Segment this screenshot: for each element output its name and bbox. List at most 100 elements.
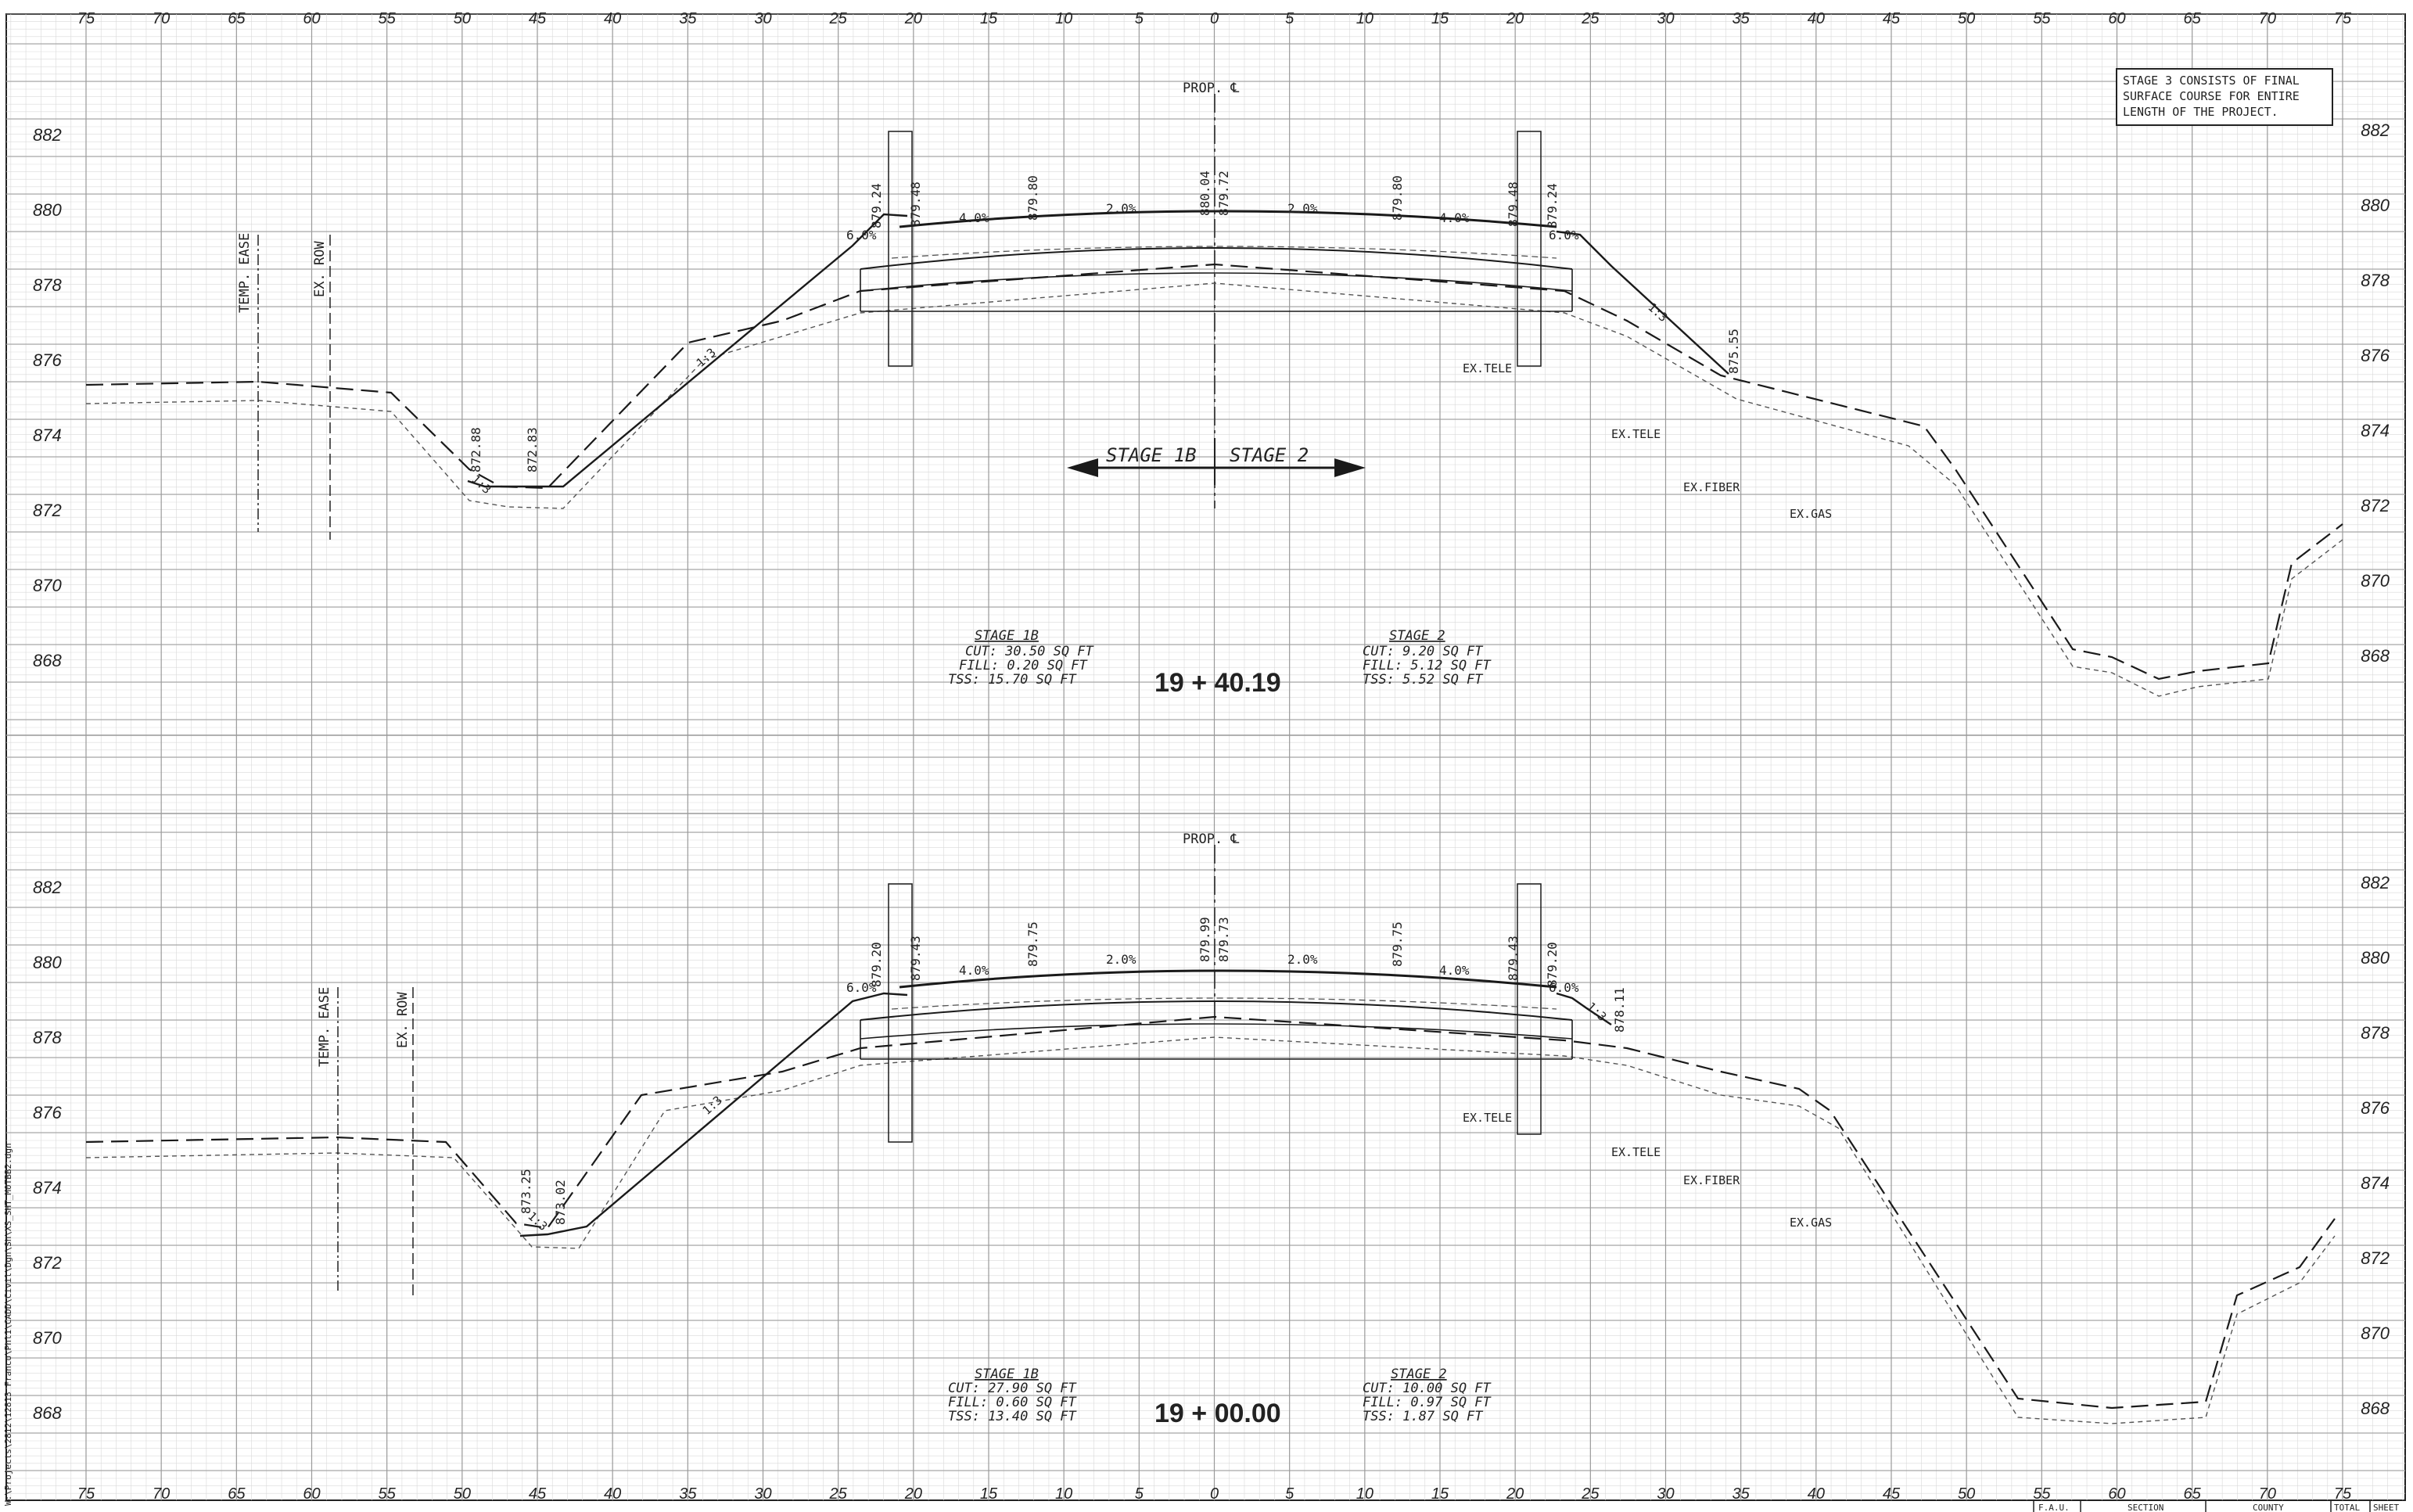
elevation-axis-right-upper: 882 880 878 876 874 872 870 868: [2361, 120, 2390, 666]
stage-2-cut: CUT: 9.20 SQ FT: [1363, 644, 1484, 659]
top-axis-label-23: 40: [1808, 10, 1825, 27]
elevation-axis-left-upper: 882 880 878 876 874 872 870 868: [33, 125, 62, 670]
pavement-base: [860, 1000, 1573, 1021]
top-axis-label-0: 75: [77, 10, 95, 27]
elev-right-lower-6: 870: [2361, 1323, 2390, 1343]
existing-ground-line: [85, 263, 2343, 681]
bottom-axis-label-27: 60: [2108, 1485, 2125, 1503]
bottom-axis-label-10: 25: [829, 1485, 848, 1503]
station-label: 19 + 00.00: [1154, 1399, 1281, 1428]
stage-1b-fill: FILL: 0.20 SQ FT: [959, 658, 1089, 673]
temp-ease-label: TEMP. EASE: [237, 233, 253, 313]
elev-left-lower-4: 874: [33, 1178, 62, 1198]
top-axis-label-24: 45: [1883, 10, 1901, 27]
stage-2-title: STAGE 2: [1389, 628, 1445, 644]
tb-section: SECTION: [2128, 1503, 2163, 1512]
elev-right-upper-5: 872: [2361, 496, 2390, 515]
top-offset-axis: 75 70 65 60 55 50 45 40 35 30 25 20 15 10 5 0 5 10 15 20 25 3…: [77, 10, 2352, 27]
top-axis-label-20: 25: [1581, 10, 1600, 27]
file-path: W:\Projects\2812\12813 Franco\Phl1\CADD\…: [3, 1143, 13, 1506]
elev-right-lower-7: 868: [2361, 1399, 2390, 1418]
stage-2-quantities: STAGE 2 CUT: 10.00 SQ FT FILL: 0.97 SQ F…: [1363, 1367, 1492, 1424]
ditch-elev-3: 875.55: [1726, 329, 1741, 374]
station-label: 19 + 40.19: [1154, 668, 1281, 698]
stage-1b-title: STAGE 1B: [975, 628, 1039, 644]
bottom-axis-label-20: 25: [1581, 1485, 1600, 1503]
stage-2-tss: TSS: 5.52 SQ FT: [1363, 672, 1484, 688]
bottom-axis-label-26: 55: [2033, 1485, 2051, 1503]
top-axis-label-8: 35: [679, 10, 697, 27]
proposed-slope-left: [519, 992, 908, 1237]
ditch-elev-3: 878.11: [1612, 987, 1627, 1033]
elev-879-80-left: 879.80: [1025, 175, 1040, 221]
elev-left-lower-5: 872: [33, 1253, 62, 1273]
elev-right-upper-1: 880: [2361, 196, 2390, 215]
elev-left-lower-3: 876: [33, 1103, 62, 1122]
bottom-axis-label-21: 30: [1657, 1485, 1674, 1503]
elev-right-lower-1: 880: [2361, 948, 2390, 968]
top-axis-label-12: 15: [980, 10, 998, 27]
elev-right-lower-2: 878: [2361, 1023, 2390, 1043]
top-axis-label-6: 45: [529, 10, 547, 27]
elev-left-upper-0: 882: [33, 125, 62, 145]
stage-1b-fill: FILL: 0.60 SQ FT: [948, 1395, 1078, 1410]
slope-2-right: 2.0%: [1287, 201, 1318, 216]
bottom-axis-label-12: 15: [980, 1485, 998, 1503]
elev-left-lower-2: 878: [33, 1028, 62, 1047]
elev-879-24-left: 879.24: [869, 183, 884, 228]
curb-left: [888, 131, 913, 367]
stage-2-cut: CUT: 10.00 SQ FT: [1363, 1381, 1492, 1396]
top-axis-label-21: 30: [1657, 10, 1674, 27]
stage-1b-cut: CUT: 27.90 SQ FT: [948, 1381, 1078, 1396]
curb-right: [1517, 131, 1542, 367]
pavement-top: [899, 969, 1557, 989]
bottom-axis-label-4: 55: [379, 1485, 397, 1503]
prop-cl-label: PROP. ℄: [1183, 81, 1239, 96]
bottom-axis-label-2: 65: [228, 1485, 246, 1503]
stage-1b-quantities: STAGE 1B CUT: 30.50 SQ FT FILL: 0.20 SQ …: [948, 628, 1095, 688]
elev-879-75-right: 879.75: [1390, 921, 1405, 967]
bottom-axis-label-7: 40: [604, 1485, 621, 1503]
slope-6-right: 6.0%: [1549, 980, 1579, 995]
top-axis-label-10: 25: [829, 10, 848, 27]
elev-879-20-left: 879.20: [869, 942, 884, 987]
stage-arrow-left: STAGE 1B: [1106, 444, 1197, 466]
utility-ex-fiber: EX.FIBER: [1683, 1173, 1740, 1187]
tb-sheet: SHEET: [2373, 1503, 2399, 1512]
bottom-axis-label-16: 5: [1285, 1485, 1294, 1503]
top-axis-label-30: 75: [2334, 10, 2352, 27]
top-axis-label-14: 5: [1135, 10, 1144, 27]
elev-right-lower-0: 882: [2361, 873, 2390, 892]
note-line-3: LENGTH OF THE PROJECT.: [2123, 105, 2278, 119]
ditch-elev-2: 873.02: [553, 1180, 568, 1225]
slope-4-right: 4.0%: [1439, 963, 1470, 978]
bottom-axis-label-29: 70: [2259, 1485, 2276, 1503]
bottom-axis-label-24: 45: [1883, 1485, 1901, 1503]
stage-2-quantities: STAGE 2 CUT: 9.20 SQ FT FILL: 5.12 SQ FT…: [1363, 628, 1492, 688]
elev-879-99: 879.99: [1198, 917, 1212, 962]
elev-right-lower-5: 872: [2361, 1248, 2390, 1268]
elev-879-43-left: 879.43: [908, 936, 923, 981]
bottom-axis-label-28: 65: [2184, 1485, 2202, 1503]
cross-section-upper: PROP. ℄ TEMP. EASE EX. ROW 879.24 879.48…: [85, 81, 2343, 698]
ex-row-label: EX. ROW: [395, 992, 411, 1048]
stage-1b-title: STAGE 1B: [975, 1367, 1039, 1382]
top-axis-label-16: 5: [1285, 10, 1294, 27]
slope-2-left: 2.0%: [1106, 952, 1136, 967]
utility-ex-gas: EX.GAS: [1790, 1216, 1832, 1230]
elev-left-upper-5: 872: [33, 501, 62, 520]
bottom-axis-label-15: 0: [1210, 1485, 1219, 1503]
major-grid: [6, 14, 2405, 1500]
bottom-axis-label-22: 35: [1733, 1485, 1751, 1503]
elev-879-20-right: 879.20: [1545, 942, 1560, 987]
elev-left-lower-7: 868: [33, 1403, 62, 1423]
slope-2-left: 2.0%: [1106, 201, 1136, 216]
elev-right-upper-0: 882: [2361, 120, 2390, 140]
curb-right: [1517, 883, 1542, 1135]
bottom-axis-label-1: 70: [153, 1485, 170, 1503]
elev-right-upper-6: 870: [2361, 571, 2390, 591]
top-axis-label-25: 50: [1958, 10, 1975, 27]
top-axis-label-7: 40: [604, 10, 621, 27]
utility-ex-fiber: EX.FIBER: [1683, 480, 1740, 494]
bottom-axis-label-13: 10: [1055, 1485, 1072, 1503]
